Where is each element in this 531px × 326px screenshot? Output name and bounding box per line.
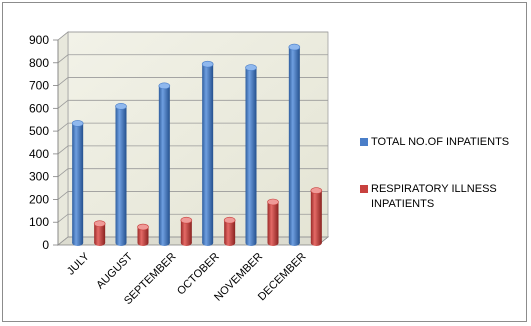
plot-background [56, 31, 330, 246]
y-tick-label: 400 [29, 147, 49, 161]
y-tick-label: 0 [42, 238, 49, 252]
gridline [57, 145, 328, 155]
gridline [57, 168, 328, 177]
bar-total-september [158, 82, 171, 246]
gridline [57, 191, 328, 200]
legend-label-respiratory: RESPIRATORY ILLNESS INPATIENTS [371, 183, 497, 210]
bar-respiratory-december [310, 187, 323, 246]
x-tick-label: OCTOBER [175, 251, 222, 298]
bar-respiratory-october [223, 216, 236, 246]
side-wall [57, 31, 69, 246]
y-tick-label: 700 [29, 79, 49, 93]
bar-total-august [115, 103, 127, 246]
legend-item-total: TOTAL NO.OF INPATIENTS [360, 135, 526, 150]
legend-swatch-total [360, 138, 368, 146]
legend-swatch-respiratory [360, 185, 368, 193]
legend-item-respiratory: RESPIRATORY ILLNESS INPATIENTS [360, 182, 501, 212]
bar-total-july [71, 120, 84, 246]
gridline [57, 31, 328, 41]
bar-respiratory-november [267, 198, 279, 246]
x-tick-label: AUGUST [94, 250, 135, 291]
y-tick-label: 300 [29, 170, 49, 184]
bar-total-december [288, 43, 301, 246]
gridline [57, 213, 328, 223]
legend-label-total: TOTAL NO.OF INPATIENTS [371, 136, 510, 148]
x-axis-labels: JULY AUGUSTSEPTEMBEROCTOBERNOVEMBERDECEMB… [65, 250, 309, 307]
gridline [57, 236, 328, 246]
bar-total-november [245, 64, 257, 246]
gridline [57, 99, 328, 109]
y-axis-ticks: 0 100 200 300 400 500 600 700 800 900 [29, 33, 59, 252]
y-tick-label: 600 [29, 101, 49, 115]
y-tick-label: 500 [29, 124, 49, 138]
gridline [57, 77, 328, 86]
x-tick-label: JULY [65, 250, 92, 277]
gridline [57, 122, 328, 132]
bar-respiratory-july [93, 220, 106, 246]
bars [71, 43, 323, 246]
gridline [57, 54, 328, 64]
y-tick-label: 900 [29, 33, 49, 47]
bar-respiratory-august [137, 223, 149, 246]
y-tick-label: 100 [29, 215, 49, 229]
y-tick-label: 800 [29, 56, 49, 70]
y-tick-label: 200 [29, 192, 49, 206]
bar-total-october [201, 60, 214, 246]
bar-respiratory-september [180, 216, 193, 246]
gridlines [57, 31, 328, 246]
